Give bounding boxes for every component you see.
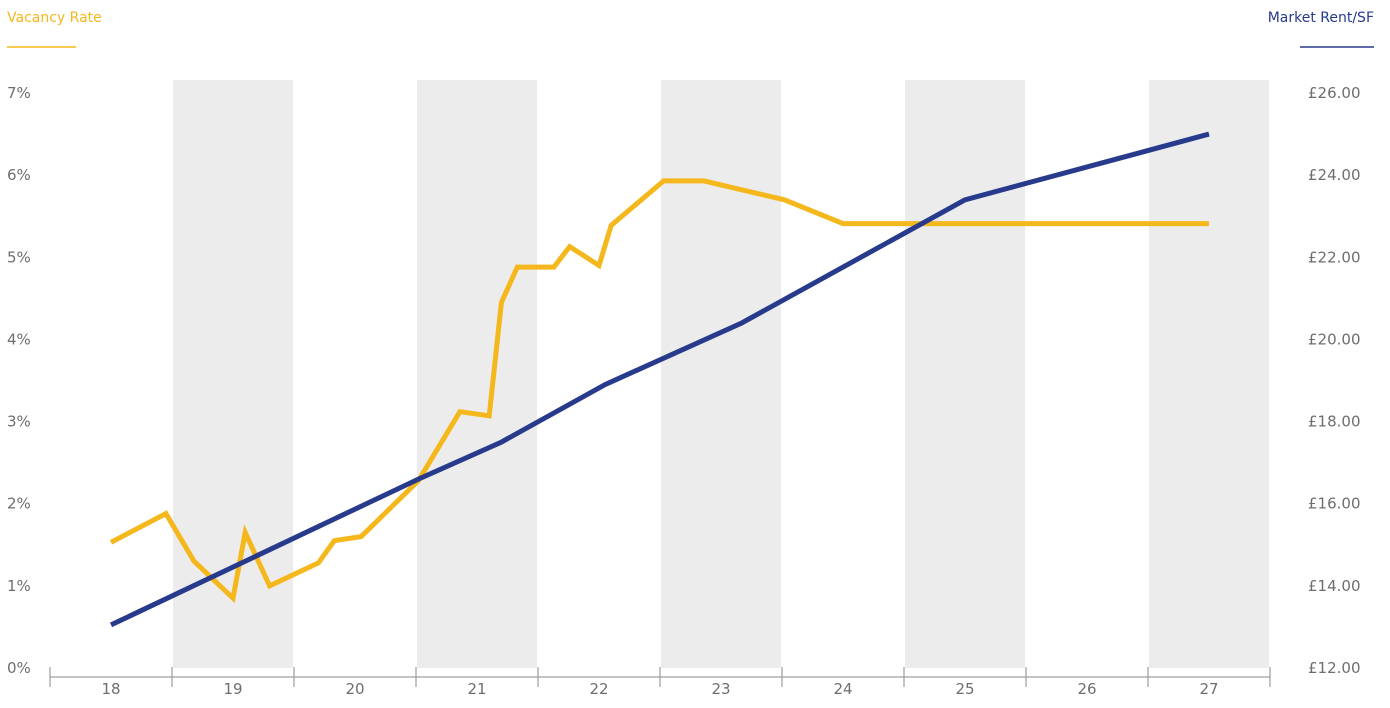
left-tick-label: 7% (7, 84, 31, 102)
shaded-band-23 (661, 80, 781, 668)
left-tick-label: 4% (7, 330, 31, 348)
right-tick-label: £18.00 (1308, 413, 1361, 431)
market-rent-line (109, 131, 1210, 628)
x-tick-label: 25 (955, 680, 974, 698)
x-tick-label: 24 (833, 680, 852, 698)
vacancy-rate-line (109, 178, 1209, 604)
left-tick-label: 5% (7, 248, 31, 266)
right-tick-label: £14.00 (1308, 577, 1361, 595)
x-tick-label: 21 (467, 680, 486, 698)
left-tick-label: 3% (7, 413, 31, 431)
x-tick-label: 26 (1077, 680, 1096, 698)
right-tick-label: £26.00 (1308, 84, 1361, 102)
shaded-band-21 (417, 80, 537, 668)
left-tick-label: 0% (7, 659, 31, 677)
shaded-band-27 (1149, 80, 1269, 668)
right-tick-label: £24.00 (1308, 166, 1361, 184)
x-tick-label: 19 (223, 680, 242, 698)
left-axis-ticks: 0% 1% 2% 3% 4% 5% 6% 7% (7, 84, 31, 677)
shaded-year-bands (173, 80, 1269, 668)
shaded-band-25 (905, 80, 1025, 668)
x-axis: 18 19 20 21 22 23 24 25 26 27 (49, 667, 1271, 698)
right-axis-title: Market Rent/SF (1268, 10, 1374, 26)
left-tick-label: 1% (7, 577, 31, 595)
right-tick-label: £20.00 (1308, 330, 1361, 348)
x-tick-label: 22 (589, 680, 608, 698)
x-tick-label: 23 (711, 680, 730, 698)
right-tick-label: £16.00 (1308, 495, 1361, 513)
left-axis-title: Vacancy Rate (7, 10, 102, 26)
left-tick-label: 6% (7, 166, 31, 184)
series-lines (109, 131, 1210, 628)
right-axis-ticks: £12.00 £14.00 £16.00 £18.00 £20.00 £22.00 £24.… (1308, 84, 1361, 677)
left-tick-label: 2% (7, 495, 31, 513)
shaded-band-19 (173, 80, 293, 668)
x-tick-label: 18 (101, 680, 120, 698)
right-tick-label: £22.00 (1308, 248, 1361, 266)
x-tick-label: 20 (345, 680, 364, 698)
x-tick-label: 27 (1199, 680, 1218, 698)
right-tick-label: £12.00 (1308, 659, 1361, 677)
